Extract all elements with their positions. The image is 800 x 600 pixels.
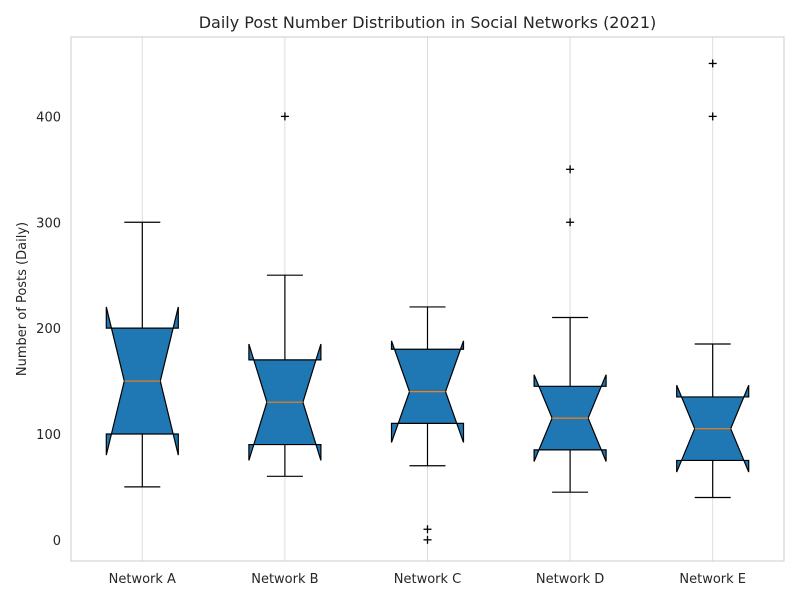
- box-4: [533, 165, 607, 493]
- y-tick-label: 0: [53, 534, 61, 549]
- box-1: [105, 221, 179, 488]
- x-tick-label: Network C: [394, 572, 462, 587]
- y-tick-label: 300: [36, 216, 61, 231]
- outlier-point: [280, 112, 289, 121]
- outlier-point: [708, 59, 717, 68]
- box-2: [248, 112, 322, 477]
- x-tick-label: Network A: [109, 572, 176, 587]
- y-axis-label: Number of Posts (Daily): [15, 222, 30, 376]
- outlier-point: [423, 525, 432, 534]
- box-layer: [105, 59, 750, 544]
- outlier-point: [708, 112, 717, 121]
- x-tick-label: Network E: [679, 572, 746, 587]
- outlier-point: [566, 165, 575, 174]
- y-tick-label: 100: [36, 428, 61, 443]
- outlier-point: [423, 535, 432, 544]
- x-tick-label: Network D: [536, 572, 604, 587]
- y-tick-label: 200: [36, 322, 61, 337]
- x-tick-label: Network B: [251, 572, 318, 587]
- box-3: [390, 306, 465, 544]
- chart-title: Daily Post Number Distribution in Social…: [199, 13, 657, 32]
- plot-area-frame: [70, 36, 785, 562]
- outlier-point: [566, 218, 575, 227]
- tick-layer: Network A Network B Network C Network D Netw…: [36, 110, 746, 587]
- y-tick-label: 400: [36, 110, 61, 125]
- box-5: [676, 59, 750, 499]
